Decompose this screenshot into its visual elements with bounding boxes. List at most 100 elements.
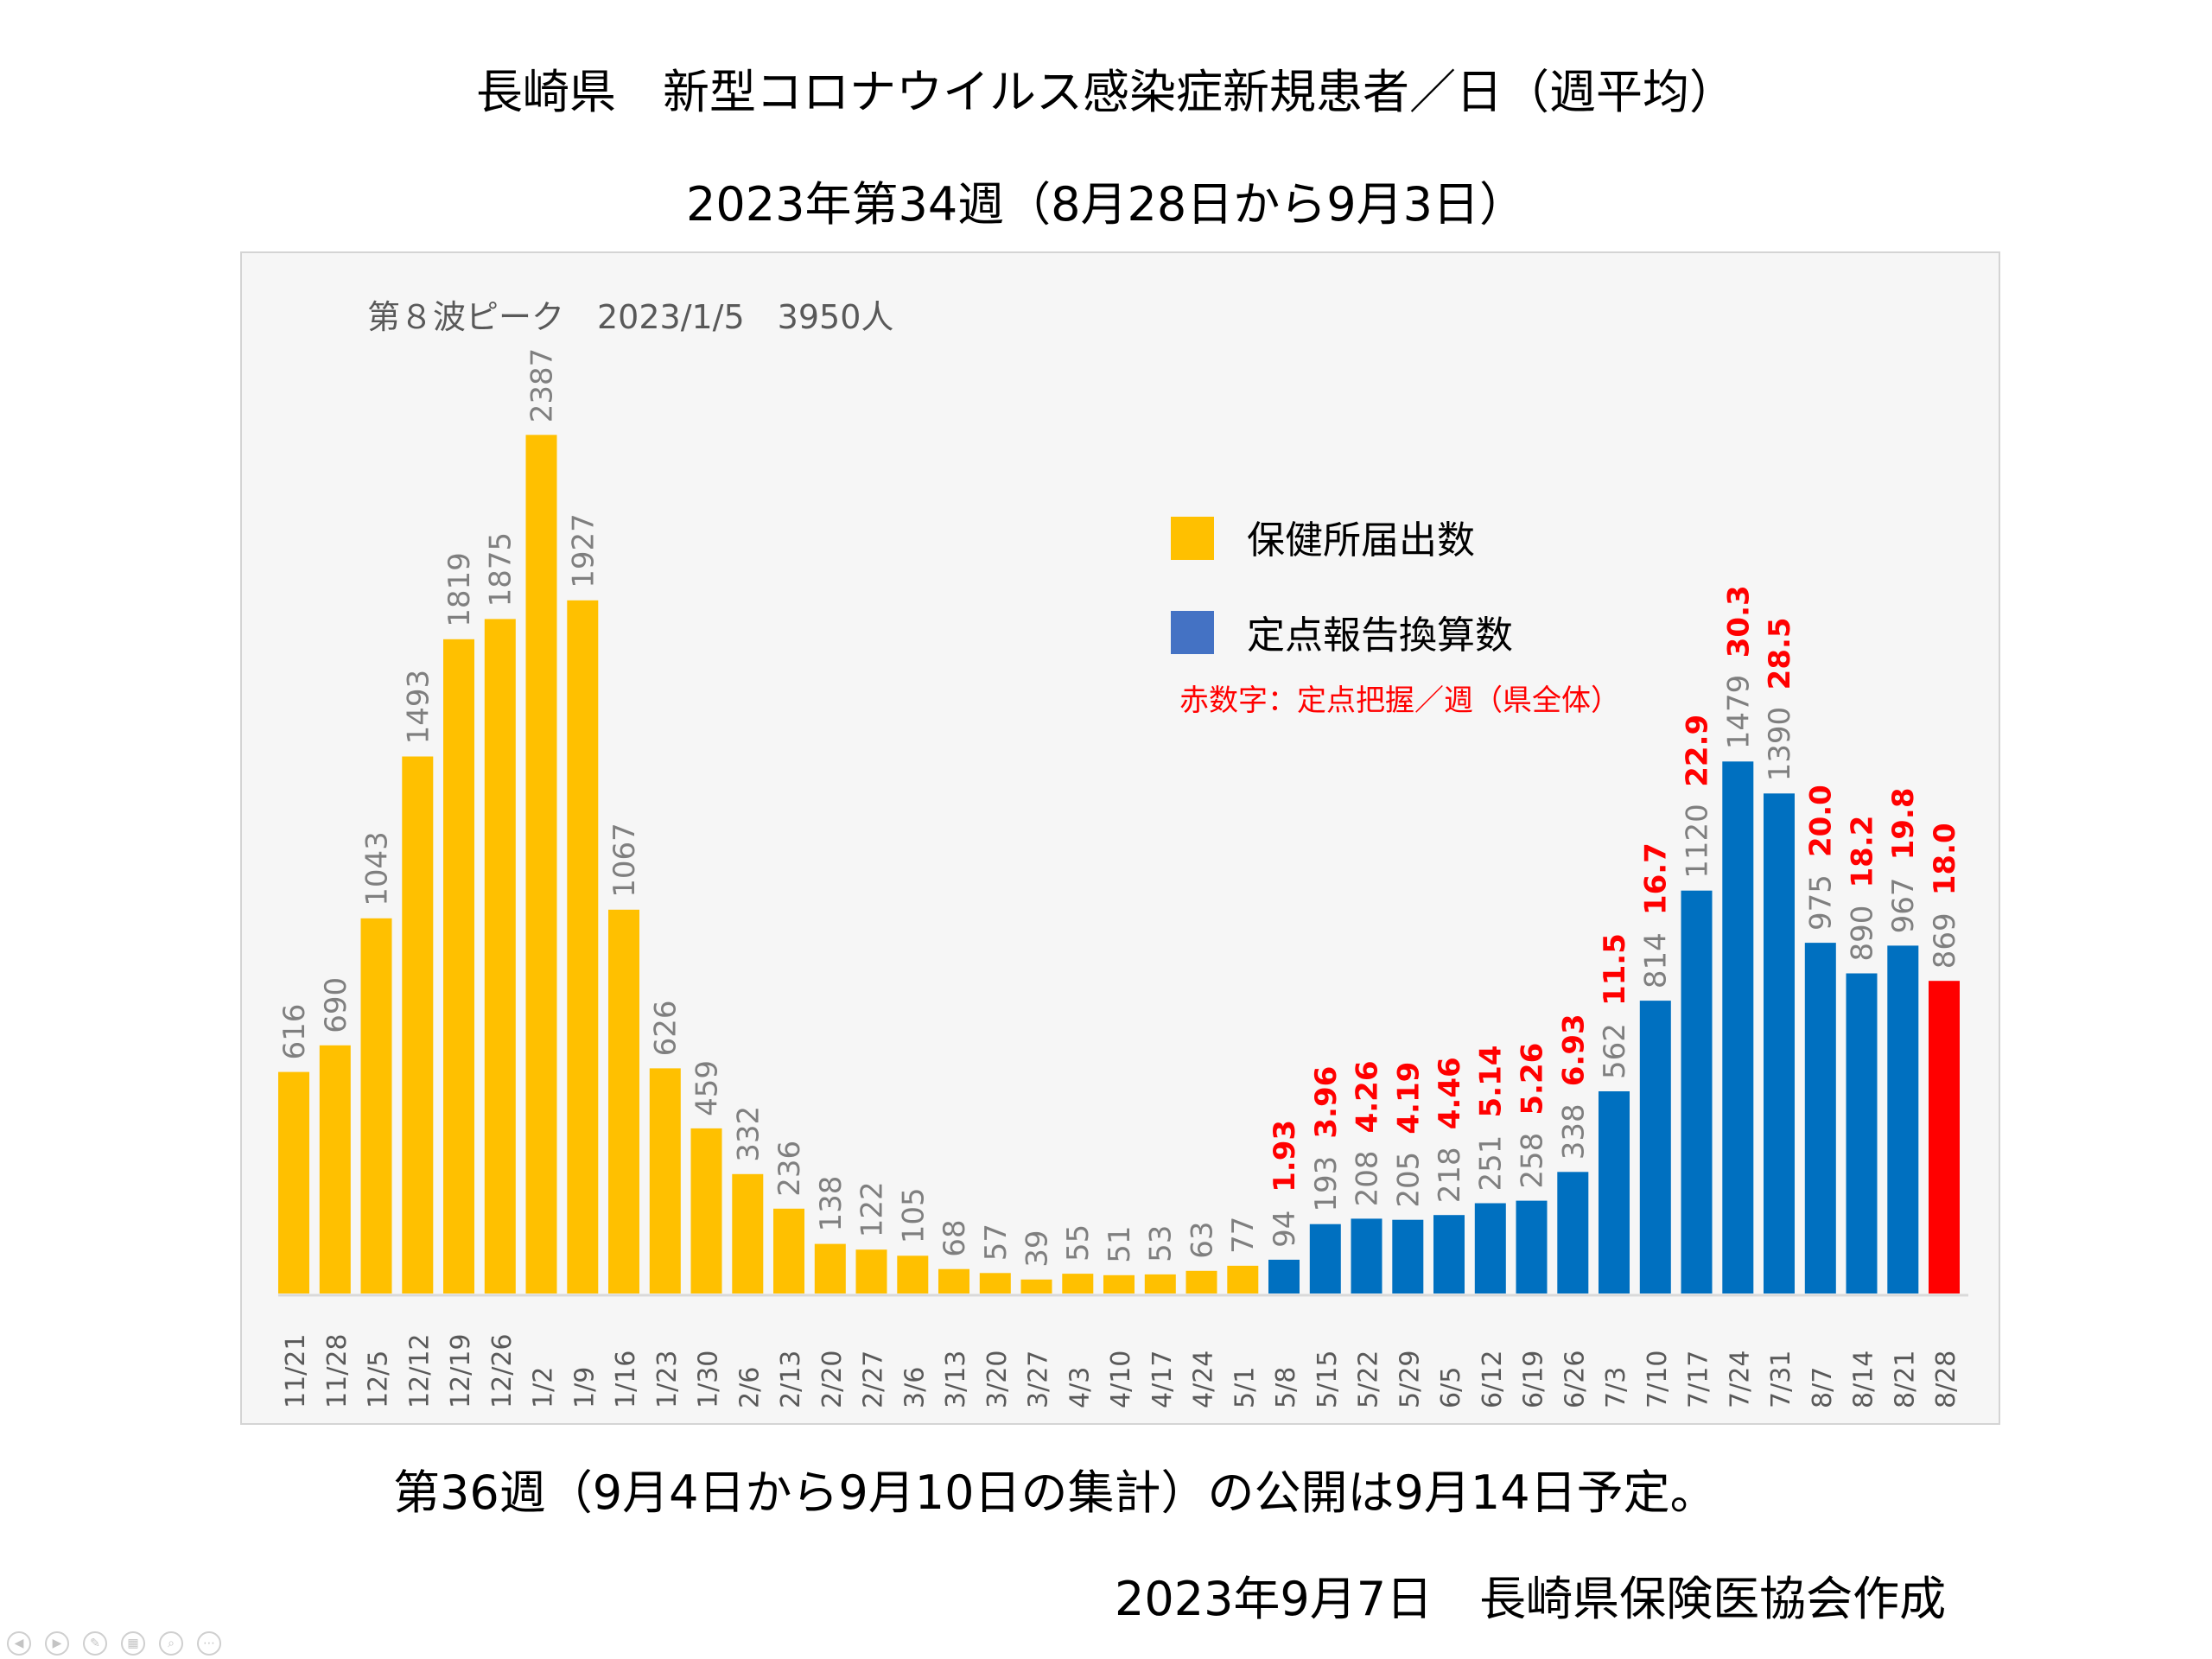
bar-2/6 <box>732 1173 764 1294</box>
legend-label-teiten: 定点報告換算数 <box>1247 613 1513 658</box>
data-label-8/14: 890 <box>1846 906 1880 962</box>
data-label-3/27: 39 <box>1020 1230 1055 1267</box>
data-label-12/19: 1819 <box>442 552 477 627</box>
more-icon[interactable]: ⋯ <box>197 1631 221 1656</box>
data-label-2/27: 122 <box>855 1181 889 1237</box>
x-tick-label-1/23: 1/23 <box>652 1351 683 1408</box>
rate-label-7/17: 22.9 <box>1680 715 1714 787</box>
data-label-2/20: 138 <box>814 1176 849 1232</box>
bar-4/17 <box>1144 1274 1176 1294</box>
bar-6/5 <box>1433 1215 1465 1294</box>
bar-6/19 <box>1516 1200 1548 1294</box>
data-label-12/26: 1875 <box>484 532 518 607</box>
data-label-4/10: 51 <box>1103 1226 1137 1263</box>
data-label-1/16: 1067 <box>607 823 642 898</box>
x-tick-label-1/9: 1/9 <box>569 1367 600 1408</box>
data-label-8/28: 869 <box>1928 912 1962 969</box>
x-tick-label-3/27: 3/27 <box>1024 1351 1054 1408</box>
legend-swatch-hoken <box>1171 517 1214 560</box>
x-tick-label-3/13: 3/13 <box>941 1351 971 1408</box>
bar-1/30 <box>690 1128 722 1294</box>
data-label-8/21: 967 <box>1886 877 1921 933</box>
rate-label-8/28: 18.0 <box>1928 823 1962 895</box>
x-tick-label-8/14: 8/14 <box>1849 1351 1879 1408</box>
bar-3/6 <box>897 1255 929 1294</box>
data-label-1/30: 459 <box>690 1060 724 1116</box>
bar-5/29 <box>1392 1219 1424 1294</box>
bar-1/2 <box>525 435 557 1294</box>
data-label-3/6: 105 <box>896 1187 931 1243</box>
bar-5/1 <box>1227 1265 1259 1294</box>
data-label-7/17: 1120 <box>1680 804 1714 879</box>
data-label-5/22: 208 <box>1350 1151 1384 1207</box>
data-label-3/13: 68 <box>938 1219 972 1256</box>
bar-5/8 <box>1268 1259 1300 1294</box>
x-tick-label-2/13: 2/13 <box>776 1351 806 1408</box>
chart-subtitle: 2023年第34週（8月28日から9月3日） <box>686 177 1526 232</box>
x-tick-label-3/20: 3/20 <box>982 1351 1013 1408</box>
data-label-6/5: 218 <box>1433 1147 1467 1203</box>
bar-4/10 <box>1103 1274 1135 1294</box>
data-label-7/31: 1390 <box>1763 707 1797 782</box>
slides-icon[interactable]: ▦ <box>121 1631 145 1656</box>
next-icon[interactable]: ▶ <box>45 1631 69 1656</box>
bar-7/17 <box>1681 890 1713 1294</box>
data-label-1/2: 2387 <box>525 348 560 423</box>
bar-6/12 <box>1474 1203 1506 1294</box>
bar-5/22 <box>1351 1218 1382 1294</box>
x-tick-label-7/10: 7/10 <box>1643 1351 1673 1408</box>
bar-8/14 <box>1846 973 1878 1294</box>
bar-1/16 <box>608 909 639 1294</box>
bar-2/20 <box>814 1243 846 1294</box>
slide-nav-bar: ◀ ▶ ✎ ▦ ⌕ ⋯ <box>7 1631 221 1657</box>
data-label-8/7: 975 <box>1804 874 1839 931</box>
data-label-6/26: 338 <box>1556 1103 1591 1160</box>
bar-4/3 <box>1062 1274 1094 1294</box>
x-tick-label-12/12: 12/12 <box>404 1333 435 1408</box>
x-tick-label-7/24: 7/24 <box>1725 1351 1755 1408</box>
credit-line: 2023年9月7日 長崎県保険医協会作成 <box>1115 1572 1947 1626</box>
x-tick-label-6/19: 6/19 <box>1519 1351 1549 1408</box>
x-tick-label-2/27: 2/27 <box>859 1351 889 1408</box>
footer-note: 第36週（9月4日から9月10日の集計）の公開は9月14日予定。 <box>393 1465 1717 1520</box>
x-tick-label-12/19: 12/19 <box>446 1334 476 1408</box>
bars-group: 616 11/21 690 11/28 1043 12/5 1493 12/12 1819 12/… <box>277 348 1962 1408</box>
bar-3/20 <box>979 1273 1011 1294</box>
data-label-2/6: 332 <box>731 1106 766 1162</box>
pen-icon[interactable]: ✎ <box>83 1631 107 1656</box>
rate-label-7/24: 30.3 <box>1721 585 1756 658</box>
bar-3/27 <box>1020 1279 1052 1294</box>
rate-label-8/21: 19.8 <box>1886 787 1921 860</box>
rate-label-5/29: 4.19 <box>1391 1062 1426 1135</box>
bar-12/12 <box>402 756 434 1294</box>
zoom-icon[interactable]: ⌕ <box>159 1631 183 1656</box>
data-label-4/3: 55 <box>1061 1224 1096 1262</box>
bar-11/28 <box>319 1045 351 1294</box>
x-tick-label-7/3: 7/3 <box>1601 1367 1631 1408</box>
bar-7/3 <box>1599 1091 1630 1294</box>
data-label-4/17: 53 <box>1144 1225 1179 1262</box>
rate-label-6/26: 6.93 <box>1556 1014 1591 1086</box>
x-tick-label-5/22: 5/22 <box>1354 1351 1384 1408</box>
x-tick-label-7/31: 7/31 <box>1766 1351 1796 1408</box>
bar-8/7 <box>1804 943 1836 1294</box>
rate-label-6/19: 5.26 <box>1516 1043 1550 1116</box>
x-tick-label-1/16: 1/16 <box>611 1351 641 1408</box>
data-label-5/1: 77 <box>1226 1217 1261 1254</box>
data-label-12/12: 1493 <box>401 670 435 745</box>
data-label-7/3: 562 <box>1598 1023 1632 1079</box>
x-tick-label-7/17: 7/17 <box>1684 1351 1714 1408</box>
x-tick-label-6/5: 6/5 <box>1436 1367 1466 1408</box>
data-label-1/9: 1927 <box>566 513 601 588</box>
data-label-11/28: 690 <box>319 977 353 1033</box>
bar-12/26 <box>484 619 516 1294</box>
x-tick-label-11/21: 11/21 <box>281 1334 311 1408</box>
x-tick-label-3/6: 3/6 <box>899 1367 930 1408</box>
rate-label-6/12: 5.14 <box>1474 1046 1509 1118</box>
bar-6/26 <box>1557 1172 1589 1294</box>
rate-label-8/14: 18.2 <box>1846 816 1880 888</box>
data-label-4/24: 63 <box>1185 1222 1220 1259</box>
x-tick-label-1/30: 1/30 <box>694 1351 724 1408</box>
rate-label-5/22: 4.26 <box>1350 1061 1384 1134</box>
prev-icon[interactable]: ◀ <box>7 1631 31 1656</box>
